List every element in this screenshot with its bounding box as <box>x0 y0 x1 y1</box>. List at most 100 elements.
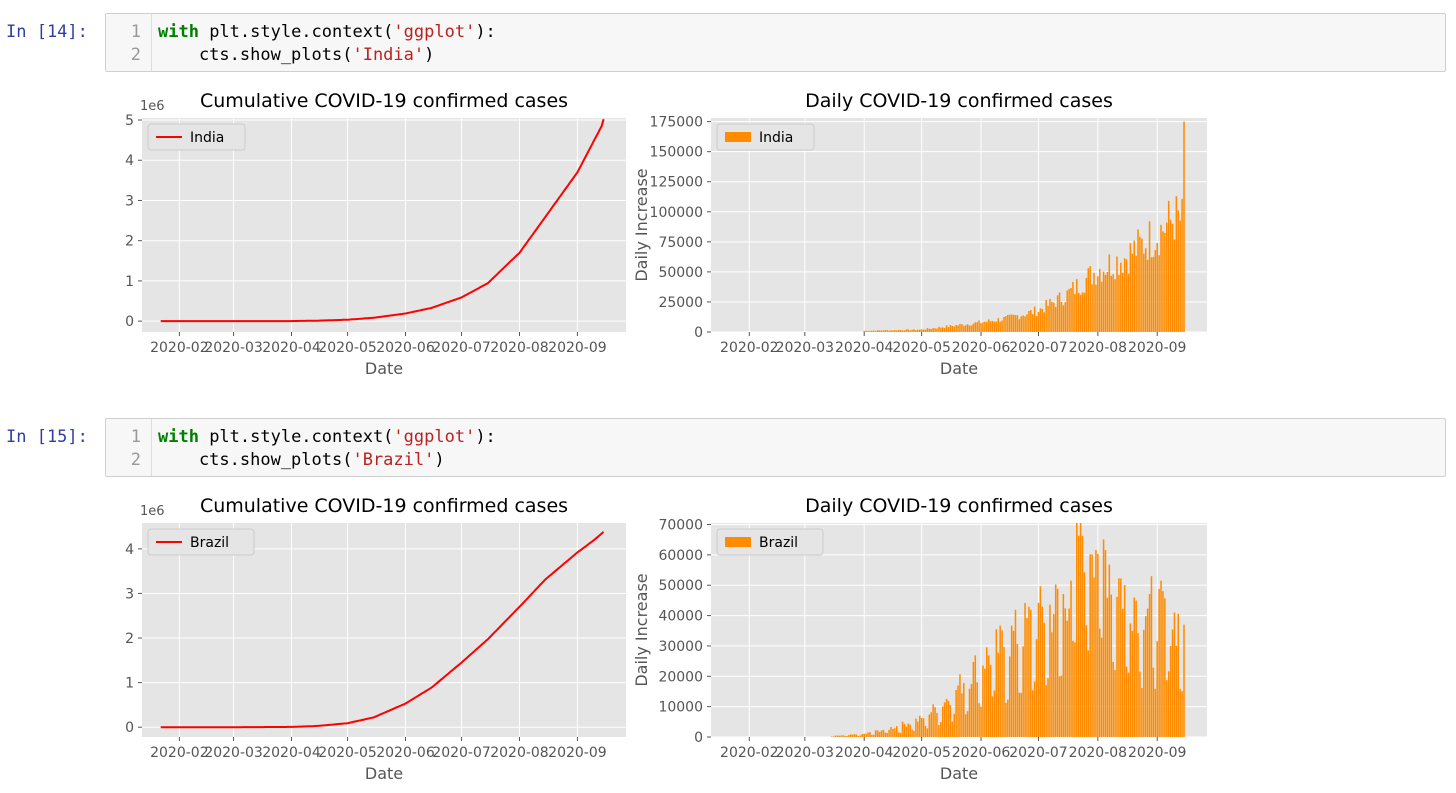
daily-bar <box>1160 224 1162 332</box>
daily-bar <box>874 330 877 332</box>
chart-title: Daily COVID-19 confirmed cases <box>805 495 1113 517</box>
daily-bar <box>987 319 990 332</box>
daily-bar <box>1005 316 1007 332</box>
daily-bar <box>1060 301 1063 332</box>
daily-bar <box>1049 604 1051 737</box>
daily-bar <box>974 655 977 737</box>
legend-box <box>147 123 246 151</box>
daily-bar <box>966 711 969 737</box>
daily-bar <box>980 706 982 737</box>
daily-bar <box>922 329 925 332</box>
daily-bar <box>844 736 846 737</box>
daily-bar <box>984 668 986 737</box>
y-tick-label: 175000 <box>650 115 703 131</box>
daily-bar <box>1133 240 1135 332</box>
daily-bar <box>1097 276 1099 332</box>
code-line[interactable]: cts.show_plots('India') <box>158 45 434 65</box>
daily-bar <box>894 728 896 737</box>
daily-bar <box>907 329 910 332</box>
daily-bar <box>1169 645 1172 737</box>
daily-bar <box>895 726 898 737</box>
daily-bar <box>918 329 921 332</box>
daily-bar <box>968 325 971 332</box>
x-tick-label: 2020-05 <box>318 745 377 761</box>
daily-bar <box>961 324 963 332</box>
daily-bar <box>1112 661 1114 737</box>
string-literal: 'Brazil' <box>352 450 435 470</box>
daily-bar <box>934 707 936 737</box>
x-tick-label: 2020-09 <box>1128 340 1187 356</box>
daily-bar <box>972 323 975 332</box>
daily-bar <box>863 733 865 737</box>
daily-bar <box>840 735 842 737</box>
series-india <box>160 118 605 323</box>
daily-bar <box>880 330 883 332</box>
daily-bar <box>1033 306 1036 332</box>
daily-bar <box>980 323 982 332</box>
x-tick-label: 2020-04 <box>835 340 894 356</box>
code-editor[interactable]: 1 2 with plt.style.context('ggplot'): ct… <box>105 418 1446 477</box>
daily-bar <box>947 327 950 332</box>
code-text: plt.style.context( <box>198 22 394 42</box>
daily-bar <box>999 321 1001 332</box>
daily-bar <box>1085 277 1088 332</box>
daily-bar <box>951 325 954 332</box>
daily-bar <box>882 330 885 332</box>
daily-bar <box>1164 598 1166 737</box>
daily-bar <box>978 703 980 737</box>
y-tick-label: 100000 <box>650 205 703 221</box>
legend-label: India <box>190 130 224 146</box>
daily-bar <box>876 330 879 332</box>
daily-bar <box>880 730 883 737</box>
daily-bar <box>1058 676 1061 737</box>
daily-bar <box>1098 268 1101 332</box>
india-daily-chart: Daily COVID-19 confirmed cases 0 25000 5000… <box>632 90 1207 378</box>
daily-bar <box>922 718 925 737</box>
daily-bar <box>1160 580 1162 737</box>
daily-bar <box>1102 271 1105 332</box>
daily-bar <box>947 700 950 737</box>
daily-bar <box>1079 294 1082 332</box>
daily-bar <box>1137 633 1139 737</box>
code-line[interactable]: with plt.style.context('ggplot'): <box>158 22 496 42</box>
code-line[interactable]: with plt.style.context('ggplot'): <box>158 427 496 447</box>
daily-bar <box>941 706 944 737</box>
daily-bar <box>1123 258 1126 332</box>
daily-bar <box>976 322 978 332</box>
daily-bar <box>945 325 948 332</box>
y-tick-label: 40000 <box>658 609 703 625</box>
daily-bar <box>1139 236 1141 332</box>
daily-bar <box>1070 287 1072 332</box>
daily-bar <box>1001 630 1003 737</box>
daily-bar <box>1039 308 1042 332</box>
daily-bar <box>1108 564 1111 737</box>
plot-area <box>142 523 626 737</box>
daily-bar <box>1129 243 1132 332</box>
code-editor[interactable]: 1 2 with plt.style.context('ggplot'): ct… <box>105 13 1446 72</box>
daily-bar <box>876 730 879 737</box>
daily-bar <box>1156 243 1158 332</box>
daily-bar <box>1026 617 1028 737</box>
daily-bar <box>903 330 906 332</box>
daily-bar <box>869 330 871 332</box>
daily-bar <box>911 329 913 332</box>
code-line[interactable]: cts.show_plots('Brazil') <box>158 450 445 470</box>
daily-bar <box>926 728 929 737</box>
daily-bar <box>1037 311 1040 332</box>
daily-bar <box>989 321 992 332</box>
daily-bar <box>1118 578 1120 737</box>
daily-bar <box>982 322 984 332</box>
daily-bar <box>911 729 913 737</box>
y-tick-label: 1 <box>125 676 134 692</box>
daily-bar <box>1010 314 1013 332</box>
chart-title: Cumulative COVID-19 confirmed cases <box>200 495 568 517</box>
daily-bar <box>1012 314 1015 332</box>
daily-bar <box>1020 692 1023 737</box>
daily-bar <box>1047 305 1049 332</box>
daily-bar <box>838 735 841 737</box>
daily-bar <box>888 729 890 737</box>
daily-bar <box>928 714 931 737</box>
axis-offset-label: 1e6 <box>140 99 165 114</box>
daily-bar <box>1183 624 1185 737</box>
code-text: ) <box>424 45 435 65</box>
